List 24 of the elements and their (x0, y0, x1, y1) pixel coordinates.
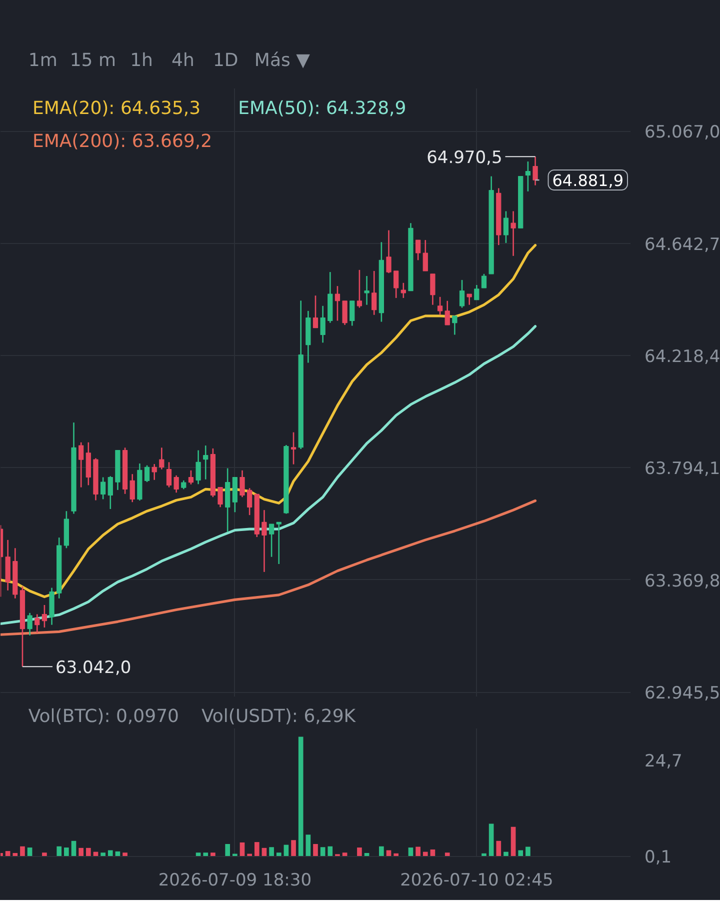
text: Vol(USDT): 6,29K (201, 706, 357, 727)
x-tick-label: 2026-07-09 18:30 (158, 870, 312, 890)
y-tick-label: 63.794,1 (644, 459, 720, 480)
annotation: 64.970,5 (426, 148, 502, 168)
y-tick-label: 64.642,7 (644, 234, 720, 255)
y-tick-label: 0,1 (644, 848, 672, 868)
text: 1D (212, 50, 238, 71)
text: EMA(200): 63.669,2 (32, 131, 212, 152)
text: EMA(50): 64.328,9 (238, 98, 406, 119)
text: 4h (172, 50, 194, 71)
text: Vol(BTC): 0,0970 (28, 706, 179, 727)
y-tick-label: 63.369,8 (644, 571, 720, 592)
y-tick-label: 65.067,0 (644, 122, 720, 143)
text: 1m (28, 50, 58, 71)
text: EMA(20): 64.635,3 (32, 98, 201, 119)
y-tick-label: 64.218,4 (644, 347, 720, 367)
text: 15 m (70, 50, 116, 71)
ref-line-label: 64.881,9 (552, 171, 624, 190)
y-tick-label: 62.945,5 (644, 684, 720, 704)
x-tick-label: 2026-07-10 02:45 (400, 870, 554, 890)
y-tick-label: 24,7 (644, 752, 682, 772)
text: 1h (130, 50, 153, 71)
text: Más ▼ (254, 50, 310, 71)
annotation: 63.042,0 (55, 658, 132, 678)
